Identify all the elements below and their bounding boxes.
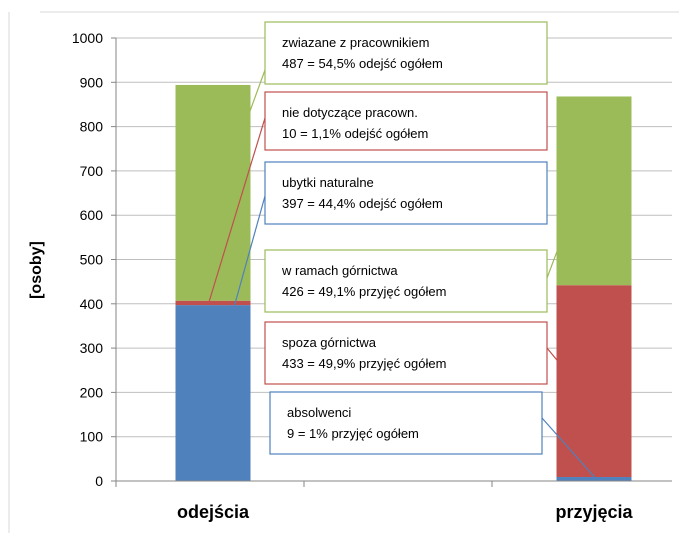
- callout-line2: 426 = 49,1% przyjęć ogółem: [282, 284, 446, 299]
- callout-line1: absolwenci: [287, 405, 351, 420]
- leader-lines: [202, 69, 599, 482]
- y-tick-label: 0: [95, 473, 103, 489]
- y-tick-label: 800: [80, 119, 104, 135]
- leader-line: [541, 417, 599, 482]
- bar-segment: [556, 477, 632, 481]
- leader-line: [203, 195, 266, 416]
- y-tick-label: 1000: [72, 30, 103, 46]
- leader-line: [208, 117, 266, 303]
- callout-frame: [264, 321, 548, 385]
- y-tick-label: 500: [80, 252, 104, 268]
- y-tick-label: 400: [80, 296, 104, 312]
- x-axis: odejścia przyjęcia: [115, 480, 672, 522]
- y-tick-label: 600: [80, 207, 104, 223]
- callout-line2: 397 = 44,4% odejść ogółem: [282, 196, 443, 211]
- callout-frame: [269, 391, 543, 455]
- callout-frame: [264, 21, 548, 85]
- callout-box: zwiazane z pracownikiem 487 = 54,5% odejś…: [264, 21, 548, 85]
- y-tick-label: 200: [80, 384, 104, 400]
- callout-line1: nie dotyczące pracown.: [282, 105, 418, 120]
- y-tick-label: 100: [80, 429, 104, 445]
- bar-segment: [556, 96, 632, 286]
- callout-frame: [264, 161, 548, 225]
- leader-line: [546, 171, 588, 279]
- y-axis-title: [osoby]: [28, 241, 45, 299]
- x-category-label: przyjęcia: [555, 502, 633, 522]
- callout-box: w ramach górnictwa 426 = 49,1% przyjęć og…: [264, 249, 548, 313]
- callout-line2: 487 = 54,5% odejść ogółem: [282, 56, 443, 71]
- bar-segment: [556, 285, 632, 478]
- callout-box: absolwenci 9 = 1% przyjęć ogółem: [269, 391, 543, 455]
- bar-segment: [175, 305, 251, 481]
- callout-line1: spoza górnictwa: [282, 335, 377, 350]
- y-tick-label: 700: [80, 163, 104, 179]
- leader-line: [546, 347, 599, 411]
- bar-segment: [175, 300, 251, 306]
- callout-line1: zwiazane z pracownikiem: [282, 35, 429, 50]
- y-tick-label: 300: [80, 340, 104, 356]
- callout-line1: w ramach górnictwa: [281, 263, 398, 278]
- callout-line2: 10 = 1,1% odejść ogółem: [282, 126, 428, 141]
- y-tick-label: 900: [80, 74, 104, 90]
- y-axis: 0 100 200 300 400 500 600 700 800 900 1000: [72, 30, 117, 489]
- callout-line2: 9 = 1% przyjęć ogółem: [287, 426, 419, 441]
- bar-segment: [175, 84, 251, 301]
- callout-frame: [264, 91, 548, 151]
- leader-line: [202, 69, 266, 241]
- callout-line2: 433 = 49,9% przyjęć ogółem: [282, 356, 446, 371]
- bars: [175, 84, 632, 481]
- callout-line1: ubytki naturalne: [282, 175, 374, 190]
- callout-box: ubytki naturalne 397 = 44,4% odejść ogółe…: [264, 161, 548, 225]
- x-category-label: odejścia: [177, 502, 250, 522]
- callout-frame: [264, 249, 548, 313]
- callout-box: nie dotyczące pracown. 10 = 1,1% odejść o…: [264, 91, 548, 151]
- callout-box: spoza górnictwa 433 = 49,9% przyjęć ogółe…: [264, 321, 548, 385]
- callouts: zwiazane z pracownikiem 487 = 54,5% odejś…: [264, 21, 548, 455]
